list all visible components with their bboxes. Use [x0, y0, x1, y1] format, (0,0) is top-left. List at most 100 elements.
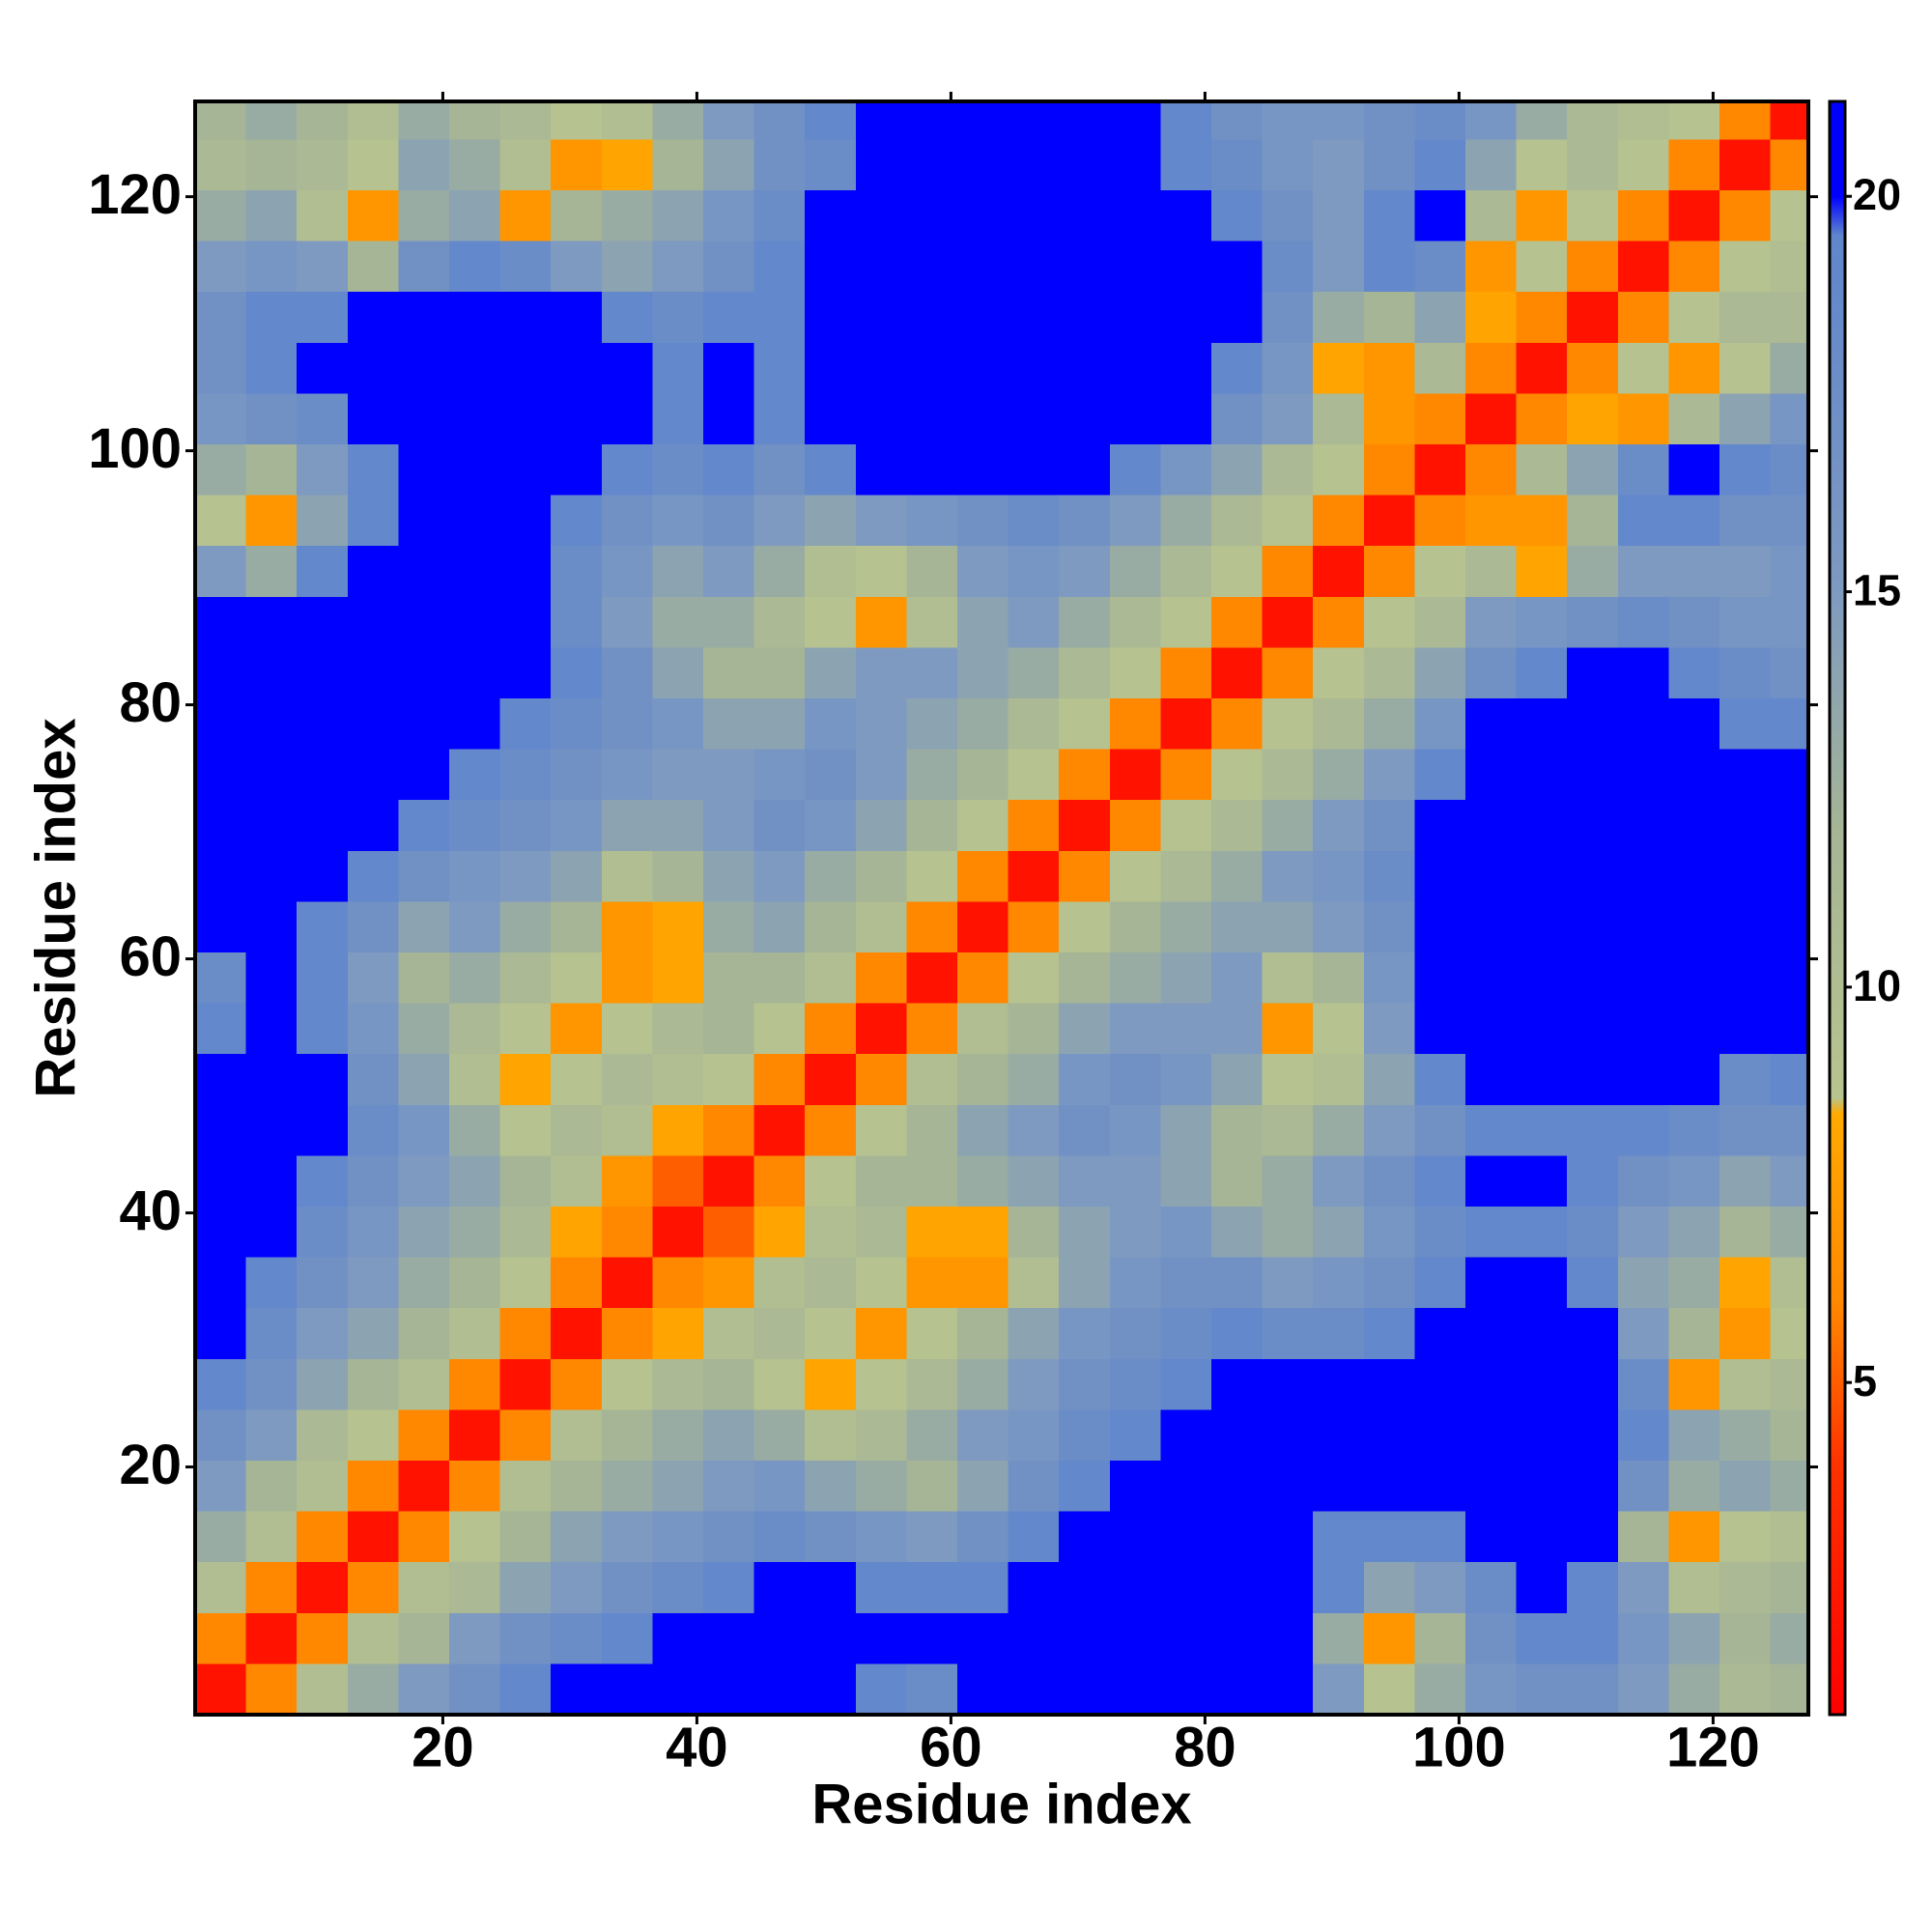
cell — [1516, 190, 1568, 242]
cell — [1008, 952, 1060, 1004]
cell — [753, 495, 806, 547]
cell — [1262, 1104, 1314, 1156]
cell — [398, 101, 449, 140]
cell — [702, 342, 754, 394]
cell — [906, 952, 957, 1004]
cell — [906, 292, 957, 343]
cell — [398, 1104, 449, 1156]
cell — [1109, 1003, 1161, 1055]
cell — [1668, 241, 1719, 293]
cell — [1008, 1054, 1060, 1105]
cell — [1668, 190, 1719, 242]
cell — [297, 444, 348, 496]
cell — [702, 292, 754, 343]
cell — [347, 1308, 399, 1359]
cell — [855, 1663, 907, 1715]
cell — [1008, 1155, 1060, 1208]
cell — [906, 1104, 957, 1156]
cell — [448, 647, 500, 699]
cell — [1668, 1461, 1719, 1512]
cell — [1617, 1104, 1669, 1156]
cell — [195, 342, 246, 394]
cell — [1109, 444, 1161, 496]
cell — [1363, 342, 1415, 394]
cell — [347, 647, 399, 699]
cell — [1567, 1308, 1618, 1359]
cell — [195, 1207, 246, 1258]
cell — [398, 1207, 449, 1258]
cell — [398, 596, 449, 648]
cell — [1414, 901, 1465, 953]
cell — [1262, 1663, 1314, 1715]
cell — [1770, 1003, 1808, 1055]
cell — [1262, 101, 1314, 140]
cell — [1363, 546, 1415, 597]
cell — [1516, 1358, 1568, 1410]
cell — [1567, 546, 1618, 597]
cell — [1516, 444, 1568, 496]
cell — [347, 1511, 399, 1563]
cell — [1464, 342, 1517, 394]
cell — [702, 139, 754, 191]
cell — [1008, 596, 1060, 648]
cell — [1059, 1409, 1110, 1462]
cell — [1516, 139, 1568, 191]
cell — [1567, 1003, 1618, 1055]
y-tick-label: 80 — [119, 671, 182, 734]
cell — [805, 101, 856, 140]
cell — [805, 1562, 856, 1613]
cell — [805, 850, 856, 902]
cell — [601, 1612, 653, 1664]
cell — [245, 1003, 298, 1055]
cell — [1262, 1003, 1314, 1055]
cell — [448, 952, 500, 1004]
cell — [855, 393, 907, 445]
cell — [448, 800, 500, 851]
cell — [245, 101, 298, 140]
cell — [448, 444, 500, 496]
cell — [1313, 1409, 1364, 1462]
cell — [652, 1358, 703, 1410]
cell — [245, 139, 298, 191]
cell — [652, 698, 703, 750]
cell — [906, 749, 957, 801]
cell — [1464, 393, 1517, 445]
cell — [753, 1612, 806, 1664]
cell — [956, 901, 1009, 953]
cell — [652, 1663, 703, 1715]
cell — [1059, 749, 1110, 801]
cell — [652, 850, 703, 902]
y-tick-label: 60 — [119, 925, 182, 988]
cell — [906, 1562, 957, 1613]
cell — [347, 342, 399, 394]
cell — [195, 1409, 246, 1462]
cell — [1567, 952, 1618, 1004]
cell — [1464, 139, 1517, 191]
cell — [499, 393, 552, 445]
cell — [245, 292, 298, 343]
cell — [1567, 647, 1618, 699]
cell — [1719, 952, 1771, 1004]
cell — [1160, 647, 1211, 699]
cell — [1160, 1054, 1211, 1105]
cell — [245, 749, 298, 801]
cell — [855, 1461, 907, 1512]
cell — [1313, 546, 1364, 597]
cell — [499, 800, 552, 851]
cell — [601, 139, 653, 191]
cell — [906, 850, 957, 902]
cell — [601, 647, 653, 699]
cell — [1059, 495, 1110, 547]
cell — [601, 292, 653, 343]
cell — [1668, 698, 1719, 750]
cell — [1719, 1003, 1771, 1055]
cell — [297, 901, 348, 953]
cell — [245, 1155, 298, 1208]
cell — [1008, 1409, 1060, 1462]
cell — [1262, 850, 1314, 902]
cell — [906, 1663, 957, 1715]
cell — [1770, 1207, 1808, 1258]
cell — [956, 1155, 1009, 1208]
cell — [1668, 1104, 1719, 1156]
cell — [906, 1003, 957, 1055]
